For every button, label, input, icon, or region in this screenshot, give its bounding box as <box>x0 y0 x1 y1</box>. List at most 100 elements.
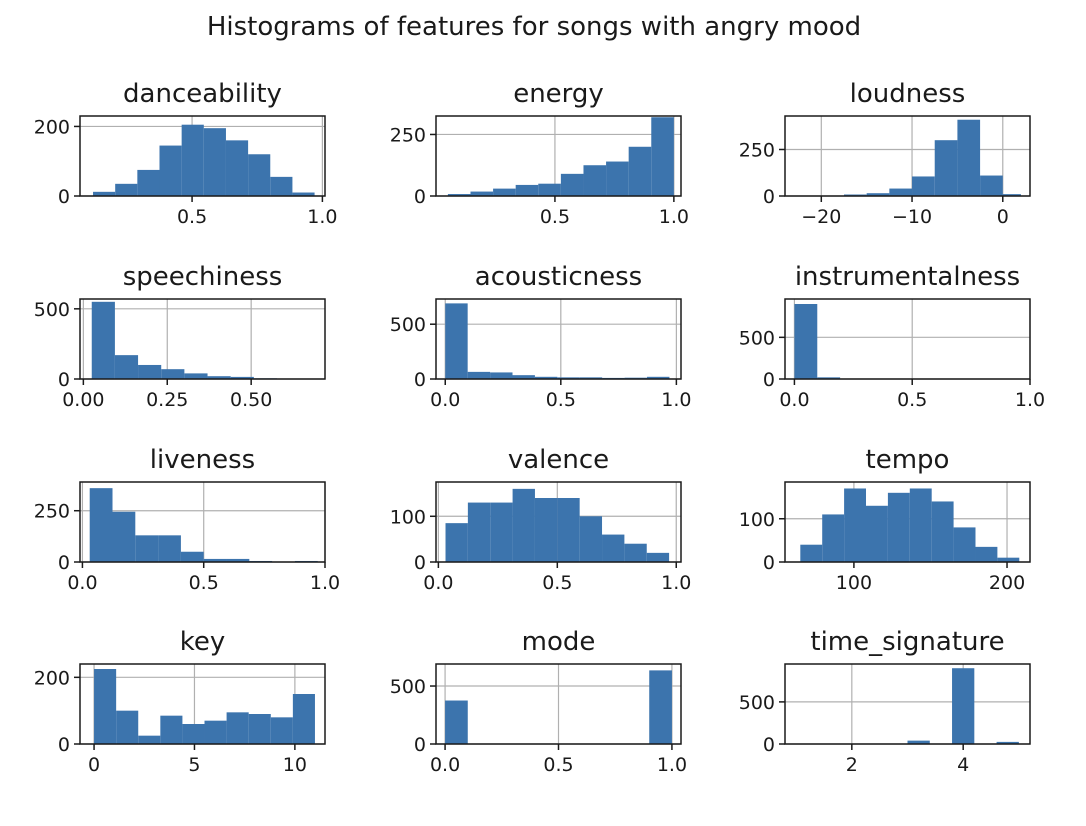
histogram-bar <box>1002 194 1021 196</box>
histogram-bar <box>606 161 629 196</box>
x-tick-label: 10 <box>283 754 307 776</box>
panel-title: energy <box>513 79 604 109</box>
histogram-bar <box>538 183 561 196</box>
histogram-bar <box>230 376 254 379</box>
x-tick-label: 0.00 <box>62 389 104 411</box>
histogram-bar <box>184 373 208 379</box>
y-tick-label: 250 <box>390 124 426 146</box>
histogram-bar <box>800 544 823 562</box>
y-tick-label: 0 <box>58 734 70 756</box>
histogram-bar <box>91 301 115 379</box>
histogram-bar <box>203 128 226 196</box>
x-tick-label: 0.5 <box>543 754 573 776</box>
x-tick-label: 0 <box>88 754 100 776</box>
histogram-bar <box>952 668 975 744</box>
y-tick-label: 200 <box>34 667 70 689</box>
x-tick-label: −10 <box>892 206 932 228</box>
histogram-bar <box>270 176 293 196</box>
x-tick-label: 200 <box>989 572 1025 594</box>
y-tick-label: 0 <box>763 734 775 756</box>
panel-title: liveness <box>150 445 255 475</box>
histogram-bar <box>207 376 231 379</box>
panel-title: key <box>180 627 226 657</box>
histogram-bar <box>647 376 670 379</box>
histogram-bar <box>817 377 841 379</box>
histogram-bar <box>866 193 890 196</box>
axes-frame <box>79 115 326 197</box>
histogram-bar <box>94 669 117 744</box>
x-tick-label: 0 <box>997 206 1009 228</box>
histogram-bar <box>887 492 910 562</box>
histogram-bar <box>889 188 913 196</box>
panel-title: speechiness <box>123 262 283 292</box>
histogram-bar <box>225 140 249 196</box>
axes-frame <box>435 115 682 197</box>
histogram-bar <box>445 303 468 379</box>
histogram-bar <box>270 717 293 744</box>
histogram-bar <box>646 552 670 562</box>
histogram-bar <box>866 505 888 562</box>
y-tick-label: 0 <box>763 369 775 391</box>
histogram-bar <box>822 514 845 562</box>
figure-title: Histograms of features for songs with an… <box>207 12 861 42</box>
histogram-bar <box>93 191 116 196</box>
x-tick-label: 0.0 <box>779 389 809 411</box>
x-tick-label: 1.0 <box>661 572 691 594</box>
axes-frame <box>79 298 326 380</box>
y-tick-label: 0 <box>763 186 775 208</box>
histogram-bar <box>161 369 185 379</box>
x-tick-label: 4 <box>957 754 969 776</box>
y-tick-label: 500 <box>739 327 775 349</box>
histogram-bar <box>114 355 139 379</box>
histogram-bar <box>512 488 535 562</box>
histogram-bar <box>912 176 935 196</box>
histogram-bar <box>651 117 674 196</box>
x-tick-label: 1.0 <box>1015 389 1045 411</box>
x-tick-label: 0.0 <box>423 572 453 594</box>
histogram-bar <box>292 694 315 744</box>
histogram-bar <box>534 498 558 562</box>
x-tick-label: 1.0 <box>661 389 691 411</box>
y-tick-label: 0 <box>763 552 775 574</box>
panel-title: tempo <box>866 445 950 475</box>
histogram-bar <box>181 124 204 196</box>
histogram-bar <box>579 377 603 379</box>
histogram-bar <box>226 712 249 744</box>
histogram-bar <box>89 488 113 562</box>
axes-frame <box>435 298 682 380</box>
histogram-bar <box>226 558 250 562</box>
y-tick-label: 250 <box>34 501 70 523</box>
histogram-bar <box>470 191 494 196</box>
histogram-bar <box>445 523 468 562</box>
histogram-bar <box>447 194 471 196</box>
x-tick-label: 0.5 <box>540 206 570 228</box>
y-tick-label: 100 <box>739 509 775 531</box>
histogram-bar <box>907 740 930 744</box>
histogram-bar <box>649 670 672 744</box>
axes-frame <box>784 298 1031 380</box>
x-tick-label: 1.0 <box>659 206 689 228</box>
y-tick-label: 0 <box>58 369 70 391</box>
histogram-bar <box>248 154 271 196</box>
y-tick-label: 200 <box>34 116 70 138</box>
y-tick-label: 500 <box>739 692 775 714</box>
y-tick-label: 0 <box>58 552 70 574</box>
histogram-bar <box>138 364 162 379</box>
histogram-bar <box>557 377 580 379</box>
histogram-bar <box>602 534 625 562</box>
histogram-bar <box>137 169 160 196</box>
y-tick-label: 500 <box>390 314 426 336</box>
histogram-bar <box>204 720 227 744</box>
histogram-bar <box>957 119 981 196</box>
x-tick-label: 0.5 <box>177 206 207 228</box>
histogram-bar <box>135 535 159 562</box>
histogram-bar <box>112 511 136 562</box>
histogram-panel-mode: 0.0 0.5 1.0 0 500 mode <box>390 627 687 776</box>
histogram-bar <box>159 145 182 196</box>
histogram-bar <box>909 488 932 562</box>
x-tick-label: 2 <box>846 754 858 776</box>
histogram-bar <box>996 741 1019 744</box>
histogram-bar <box>534 376 558 379</box>
axes-frame <box>784 481 1031 563</box>
